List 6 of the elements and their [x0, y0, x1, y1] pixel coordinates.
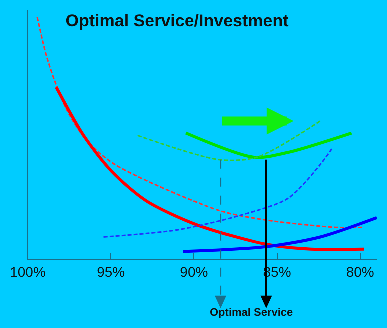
chart-title: Optimal Service/Investment: [66, 12, 290, 31]
x-tick-label: 100%: [10, 264, 46, 280]
x-tick-label: 95%: [97, 264, 126, 280]
x-tick-label: 80%: [346, 264, 374, 280]
text: Optimal Service: [210, 307, 294, 319]
x-tick-label: 90%: [180, 264, 208, 280]
